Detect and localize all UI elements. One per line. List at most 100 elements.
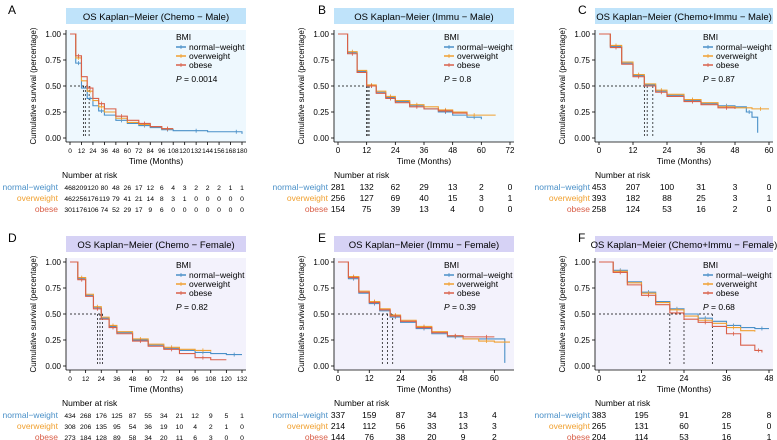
legend-label: overweight: [457, 279, 499, 289]
risk-cell: 100: [660, 182, 674, 192]
legend-label: obese: [716, 288, 739, 298]
risk-cell: 114: [635, 432, 649, 440]
x-tick-label: 48: [459, 374, 468, 383]
risk-cell: 29: [419, 182, 429, 192]
title-strip: [595, 236, 773, 252]
risk-cell: 89: [113, 435, 121, 440]
x-tick-label: 60: [490, 374, 499, 383]
risk-cell: 258: [592, 204, 606, 214]
risk-cell: 159: [362, 410, 376, 420]
risk-cell: 13: [458, 421, 468, 431]
risk-table-title: Number at risk: [334, 398, 390, 408]
y-axis-label: Cumulative survival (percentage): [558, 255, 567, 372]
risk-cell: 0: [194, 207, 198, 214]
risk-cell: 383: [592, 410, 606, 420]
risk-cell: 2: [217, 185, 221, 192]
risk-cell: 60: [679, 421, 689, 431]
legend-label: overweight: [716, 279, 758, 289]
p-value: = 0.82: [182, 302, 209, 312]
risk-cell: 9: [209, 413, 213, 420]
panel-c: C OS Kaplan−Meier (Chemo+Immu − Male) 0.00…: [534, 3, 774, 214]
risk-cell: 0: [240, 435, 244, 440]
risk-cell: 14: [146, 196, 154, 203]
legend-title: BMI: [176, 260, 191, 270]
risk-cell: 3: [209, 435, 213, 440]
risk-cell: 13: [458, 410, 468, 420]
title-strip: [334, 8, 514, 24]
y-tick-label: 1.00: [45, 258, 61, 267]
risk-cell: 214: [331, 421, 345, 431]
y-tick-label: 0.50: [45, 310, 61, 319]
y-tick-label: 0.50: [574, 310, 590, 319]
risk-row-label: overweight: [287, 421, 329, 431]
risk-cell: 1: [767, 193, 772, 203]
legend-title: BMI: [444, 32, 459, 42]
risk-cell: 33: [427, 421, 437, 431]
chart-title: OS Kaplan−Meier (Chemo − Female): [77, 240, 234, 251]
p-value-text: P = 0.8: [444, 74, 471, 84]
risk-cell: 15: [722, 421, 732, 431]
risk-cell: 8: [767, 410, 772, 420]
km-curve-obese: [599, 261, 763, 353]
risk-row-label: normal−weight: [534, 182, 590, 192]
x-tick-label: 36: [722, 374, 731, 383]
y-axis-label: Cumulative survival (percentage): [29, 27, 38, 144]
risk-cell: 0: [217, 196, 221, 203]
x-tick-label: 72: [506, 146, 515, 155]
legend-title: BMI: [703, 32, 718, 42]
p-value-symbol: P: [703, 302, 709, 312]
risk-table-title: Number at risk: [62, 170, 118, 180]
x-tick-label: 72: [160, 376, 168, 383]
x-tick-label: 36: [427, 374, 436, 383]
y-axis-label: Cumulative survival (percentage): [297, 255, 306, 372]
panel-b: B OS Kaplan−Meier (Immu − Male) 0.00 0.25 0.…: [272, 3, 515, 214]
x-tick-label: 144: [202, 148, 213, 155]
risk-cell: 0: [767, 182, 772, 192]
p-value: = 0.68: [709, 302, 736, 312]
risk-cell: 154: [331, 204, 345, 214]
risk-cell: 2: [194, 185, 198, 192]
risk-cell: 462: [64, 196, 76, 203]
risk-row-label: overweight: [17, 421, 59, 431]
legend-label: overweight: [716, 51, 758, 61]
x-tick-label: 48: [112, 148, 120, 155]
x-tick-label: 156: [214, 148, 225, 155]
risk-cell: 56: [396, 421, 406, 431]
risk-cell: 3: [171, 196, 175, 203]
chart-title: OS Kaplan−Meier (Chemo+Immu − Male): [596, 12, 772, 23]
risk-cell: 87: [396, 410, 406, 420]
title-strip: [334, 236, 514, 252]
x-tick-label: 60: [145, 376, 153, 383]
p-value: = 0.39: [450, 302, 477, 312]
y-tick-label: 1.00: [313, 30, 329, 39]
risk-cell: 2: [733, 204, 738, 214]
p-value: = 0.87: [709, 74, 736, 84]
risk-cell: 19: [160, 424, 168, 431]
risk-cell: 3: [492, 421, 497, 431]
x-tick-label: 60: [124, 148, 132, 155]
risk-cell: 0: [508, 204, 513, 214]
x-tick-label: 0: [68, 376, 72, 383]
y-tick-label: 0.75: [574, 284, 590, 293]
p-value-text: P = 0.82: [176, 302, 208, 312]
legend-label: normal−weight: [716, 270, 772, 280]
y-tick-label: 0.25: [45, 108, 61, 117]
risk-cell: 16: [722, 432, 732, 440]
x-tick-label: 0: [68, 148, 72, 155]
x-tick-label: 0: [336, 146, 341, 155]
risk-cell: 2: [206, 185, 210, 192]
risk-row-label: normal−weight: [272, 182, 328, 192]
y-tick-label: 0.00: [45, 362, 61, 371]
risk-cell: 39: [391, 204, 401, 214]
chart-title: OS Kaplan−Meier (Immu − Female): [349, 240, 499, 251]
km-curve-obese: [338, 33, 468, 116]
x-tick-label: 180: [237, 148, 248, 155]
x-tick-label: 120: [179, 148, 190, 155]
risk-cell: 5: [224, 413, 228, 420]
x-axis-label: Time (Months): [129, 156, 184, 166]
plot-area: [66, 30, 246, 142]
x-axis-label: Time (Months): [657, 156, 712, 166]
risk-cell: 9: [461, 432, 466, 440]
risk-row-label: normal−weight: [534, 410, 590, 420]
